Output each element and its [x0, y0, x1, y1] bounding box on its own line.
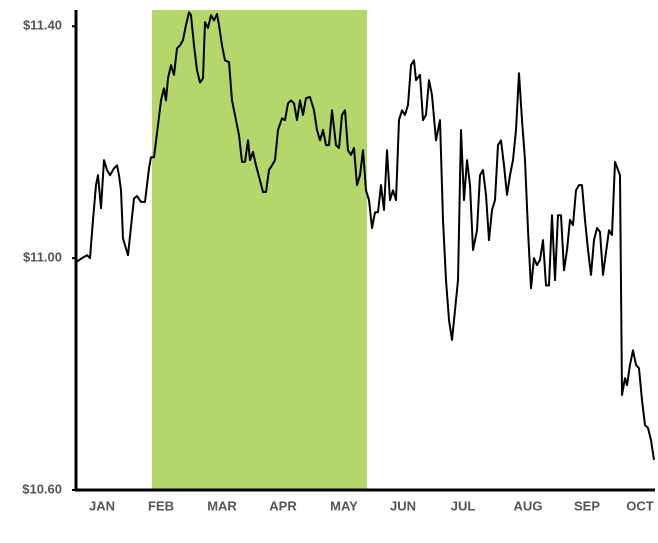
x-tick-label: MAR — [207, 498, 237, 513]
y-tick-label: $10.60 — [22, 481, 62, 496]
x-tick-label: JAN — [89, 498, 115, 513]
price-line — [75, 11, 655, 461]
x-tick-label: FEB — [148, 498, 174, 513]
highlight-band — [152, 10, 367, 490]
x-tick-label: MAY — [330, 498, 358, 513]
x-tick-label: OCT — [626, 498, 654, 513]
x-tick-label: AUG — [514, 498, 543, 513]
y-tick-label: $11.40 — [23, 18, 62, 33]
x-tick-label: APR — [269, 498, 297, 513]
y-tick-label: $11.00 — [23, 250, 62, 265]
x-tick-label: JUL — [451, 498, 476, 513]
x-tick-label: SEP — [574, 498, 600, 513]
x-tick-label: JUN — [390, 498, 416, 513]
